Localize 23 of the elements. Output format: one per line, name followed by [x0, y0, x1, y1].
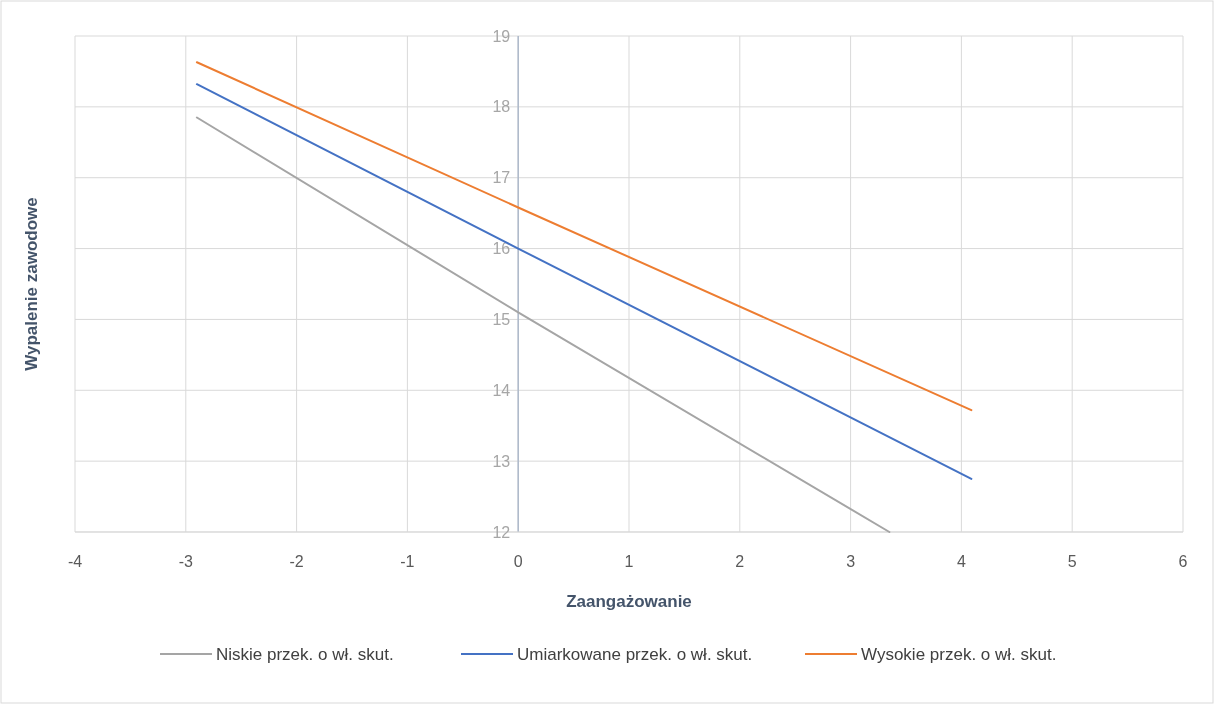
x-tick-label: 0 [513, 553, 523, 570]
y-tick-label: 17 [492, 169, 511, 187]
y-tick-label: 14 [492, 381, 511, 399]
x-tick-label: -1 [400, 553, 415, 570]
x-tick-label: 5 [1067, 553, 1077, 570]
y-tick-label: 15 [492, 311, 511, 329]
x-tick-label: 1 [624, 553, 634, 570]
y-tick-label: 12 [492, 523, 511, 541]
y-tick-label: 18 [492, 98, 511, 116]
x-tick-label: 3 [846, 553, 856, 570]
x-axis-title: Zaangażowanie [566, 592, 692, 611]
legend-label: Niskie przek. o wł. skut. [216, 644, 394, 664]
legend-label: Umiarkowane przek. o wł. skut. [517, 644, 753, 664]
x-tick-label: -2 [289, 553, 304, 570]
legend-label: Wysokie przek. o wł. skut. [861, 644, 1057, 664]
x-tick-label: -4 [67, 553, 83, 570]
x-tick-label: -3 [178, 553, 194, 570]
y-tick-label: 19 [492, 27, 511, 45]
x-tick-label: 4 [956, 553, 966, 570]
x-tick-label: 2 [735, 553, 745, 570]
y-axis-title: Wypalenie zawodowe [22, 197, 41, 371]
x-tick-label: 6 [1178, 553, 1188, 570]
y-tick-label: 13 [492, 452, 511, 470]
